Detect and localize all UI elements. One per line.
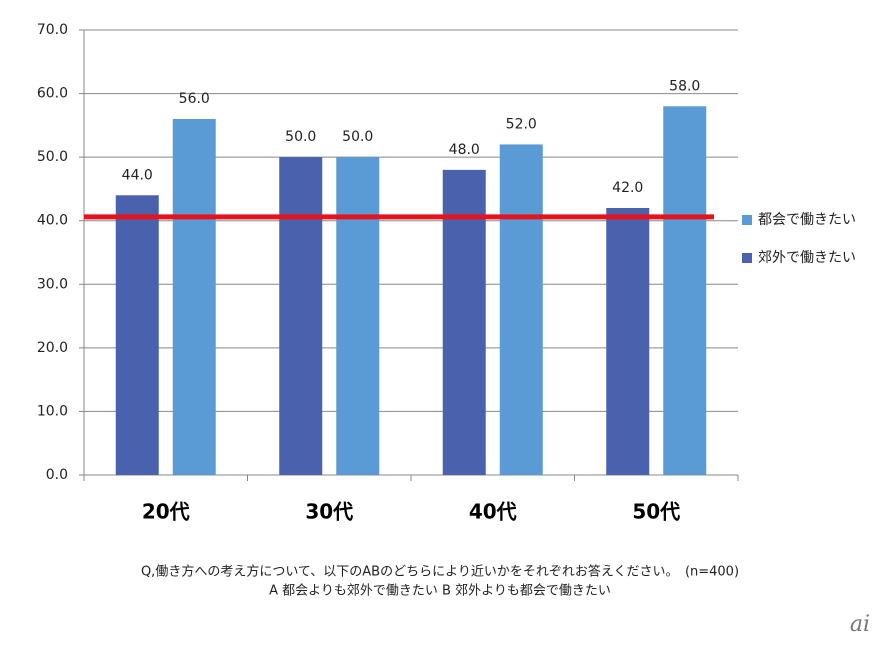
bar [663, 106, 707, 476]
note: Q,働き方への考え方について、以下のABのどちらにより近いかをそれぞれお答えくだ… [141, 564, 739, 580]
legend-swatch [742, 253, 752, 263]
bar [442, 169, 486, 475]
legend-label: 都会で働きたい [758, 212, 856, 228]
x-tick-label: 30代 [305, 500, 353, 524]
bar [336, 157, 380, 475]
legend-label: 郊外で働きたい [758, 249, 856, 266]
value-label: 50.0 [285, 129, 316, 145]
bar [172, 119, 216, 475]
y-tick-label: 40.0 [37, 213, 68, 229]
value-label: 50.0 [342, 129, 373, 145]
value-label: 48.0 [449, 142, 480, 158]
bar [279, 157, 323, 475]
x-tick-label: 50代 [632, 500, 680, 524]
value-label: 44.0 [122, 167, 153, 183]
value-label: 42.0 [612, 180, 643, 196]
y-tick-label: 70.0 [37, 22, 68, 38]
bar [499, 144, 543, 475]
note: A 都会よりも郊外で働きたい B 郊外よりも都会で働きたい [269, 583, 611, 599]
value-label: 56.0 [179, 91, 210, 107]
x-tick-label: 40代 [469, 500, 517, 524]
bar [606, 208, 650, 475]
y-tick-label: 20.0 [37, 340, 68, 356]
bar [115, 195, 159, 476]
y-tick-label: 10.0 [37, 403, 68, 419]
x-tick-label: 20代 [142, 500, 190, 524]
y-tick-label: 0.0 [46, 467, 68, 483]
y-tick-label: 50.0 [37, 149, 68, 165]
legend-swatch [742, 215, 752, 225]
value-label: 52.0 [506, 116, 537, 132]
y-tick-label: 60.0 [37, 86, 68, 102]
value-label: 58.0 [669, 78, 700, 94]
watermark: ai [850, 612, 870, 637]
y-tick-label: 30.0 [37, 276, 68, 292]
